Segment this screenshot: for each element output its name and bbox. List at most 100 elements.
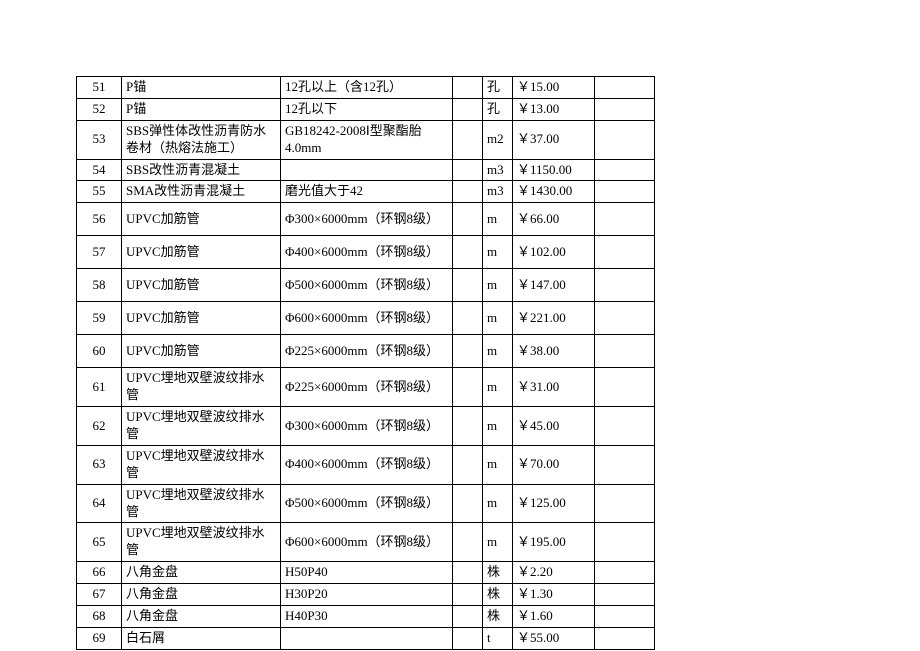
cell-blank: [453, 302, 483, 335]
cell-name: UPVC加筋管: [122, 335, 281, 368]
cell-end: [595, 302, 655, 335]
cell-spec: [281, 159, 453, 181]
cell-price: ￥13.00: [513, 98, 595, 120]
cell-idx: 63: [77, 445, 122, 484]
cell-price: ￥125.00: [513, 484, 595, 523]
cell-unit: m: [483, 523, 513, 562]
cell-idx: 56: [77, 203, 122, 236]
cell-end: [595, 335, 655, 368]
cell-spec: 12孔以上（含12孔）: [281, 77, 453, 99]
table-row: 60UPVC加筋管Φ225×6000mm（环钢8级）m￥38.00: [77, 335, 655, 368]
cell-end: [595, 407, 655, 446]
cell-idx: 62: [77, 407, 122, 446]
cell-idx: 53: [77, 120, 122, 159]
table-row: 61UPVC埋地双壁波纹排水管Φ225×6000mm（环钢8级）m￥31.00: [77, 368, 655, 407]
cell-end: [595, 98, 655, 120]
cell-unit: m: [483, 236, 513, 269]
table-row: 53SBS弹性体改性沥青防水卷材（热熔法施工）GB18242-2008Ⅰ型聚酯胎…: [77, 120, 655, 159]
table-row: 57UPVC加筋管Φ400×6000mm（环钢8级）m￥102.00: [77, 236, 655, 269]
cell-name: 白石屑: [122, 627, 281, 649]
cell-blank: [453, 236, 483, 269]
cell-spec: Φ225×6000mm（环钢8级）: [281, 368, 453, 407]
cell-unit: m3: [483, 159, 513, 181]
cell-name: UPVC埋地双壁波纹排水管: [122, 407, 281, 446]
cell-idx: 66: [77, 562, 122, 584]
cell-spec: Φ500×6000mm（环钢8级）: [281, 484, 453, 523]
cell-price: ￥66.00: [513, 203, 595, 236]
cell-spec: 12孔以下: [281, 98, 453, 120]
cell-unit: m: [483, 203, 513, 236]
cell-price: ￥1.30: [513, 584, 595, 606]
cell-price: ￥45.00: [513, 407, 595, 446]
cell-blank: [453, 368, 483, 407]
cell-blank: [453, 203, 483, 236]
cell-idx: 64: [77, 484, 122, 523]
cell-end: [595, 159, 655, 181]
cell-blank: [453, 120, 483, 159]
cell-price: ￥15.00: [513, 77, 595, 99]
cell-end: [595, 584, 655, 606]
cell-end: [595, 236, 655, 269]
cell-blank: [453, 445, 483, 484]
cell-blank: [453, 159, 483, 181]
cell-name: UPVC埋地双壁波纹排水管: [122, 523, 281, 562]
table-row: 59UPVC加筋管Φ600×6000mm（环钢8级）m￥221.00: [77, 302, 655, 335]
cell-spec: Φ300×6000mm（环钢8级）: [281, 203, 453, 236]
table-row: 65UPVC埋地双壁波纹排水管Φ600×6000mm（环钢8级）m￥195.00: [77, 523, 655, 562]
cell-name: UPVC加筋管: [122, 203, 281, 236]
cell-idx: 65: [77, 523, 122, 562]
cell-idx: 52: [77, 98, 122, 120]
cell-blank: [453, 606, 483, 628]
cell-unit: m: [483, 368, 513, 407]
cell-end: [595, 562, 655, 584]
cell-blank: [453, 77, 483, 99]
cell-blank: [453, 484, 483, 523]
cell-price: ￥1430.00: [513, 181, 595, 203]
cell-spec: Φ300×6000mm（环钢8级）: [281, 407, 453, 446]
cell-idx: 58: [77, 269, 122, 302]
cell-name: UPVC加筋管: [122, 236, 281, 269]
cell-spec: Φ400×6000mm（环钢8级）: [281, 445, 453, 484]
table-row: 68八角金盘H40P30株￥1.60: [77, 606, 655, 628]
cell-idx: 59: [77, 302, 122, 335]
cell-name: SBS弹性体改性沥青防水卷材（热熔法施工）: [122, 120, 281, 159]
cell-end: [595, 368, 655, 407]
cell-idx: 55: [77, 181, 122, 203]
table-row: 67八角金盘H30P20株￥1.30: [77, 584, 655, 606]
cell-blank: [453, 335, 483, 368]
table-row: 63UPVC埋地双壁波纹排水管Φ400×6000mm（环钢8级）m￥70.00: [77, 445, 655, 484]
table-row: 69白石屑t￥55.00: [77, 627, 655, 649]
cell-unit: 株: [483, 584, 513, 606]
cell-end: [595, 627, 655, 649]
table-row: 56UPVC加筋管Φ300×6000mm（环钢8级） m￥66.00: [77, 203, 655, 236]
cell-price: ￥70.00: [513, 445, 595, 484]
cell-unit: m2: [483, 120, 513, 159]
table-row: 54SBS改性沥青混凝土m3￥1150.00: [77, 159, 655, 181]
cell-name: UPVC加筋管: [122, 302, 281, 335]
cell-idx: 51: [77, 77, 122, 99]
table-row: 51P锚12孔以上（含12孔）孔￥15.00: [77, 77, 655, 99]
cell-unit: 株: [483, 606, 513, 628]
cell-price: ￥37.00: [513, 120, 595, 159]
cell-name: P锚: [122, 77, 281, 99]
cell-blank: [453, 562, 483, 584]
cell-price: ￥195.00: [513, 523, 595, 562]
cell-price: ￥221.00: [513, 302, 595, 335]
cell-end: [595, 77, 655, 99]
price-table-body: 51P锚12孔以上（含12孔）孔￥15.0052P锚12孔以下孔￥13.0053…: [77, 77, 655, 650]
table-row: 64UPVC埋地双壁波纹排水管Φ500×6000mm（环钢8级）m￥125.00: [77, 484, 655, 523]
cell-unit: m3: [483, 181, 513, 203]
cell-spec: [281, 627, 453, 649]
cell-blank: [453, 523, 483, 562]
cell-name: SMA改性沥青混凝土: [122, 181, 281, 203]
cell-spec: GB18242-2008Ⅰ型聚酯胎4.0mm: [281, 120, 453, 159]
cell-idx: 57: [77, 236, 122, 269]
cell-spec: 磨光值大于42: [281, 181, 453, 203]
cell-price: ￥147.00: [513, 269, 595, 302]
cell-price: ￥102.00: [513, 236, 595, 269]
cell-price: ￥55.00: [513, 627, 595, 649]
cell-blank: [453, 407, 483, 446]
cell-unit: 株: [483, 562, 513, 584]
table-row: 58UPVC加筋管Φ500×6000mm（环钢8级）m￥147.00: [77, 269, 655, 302]
cell-name: UPVC加筋管: [122, 269, 281, 302]
